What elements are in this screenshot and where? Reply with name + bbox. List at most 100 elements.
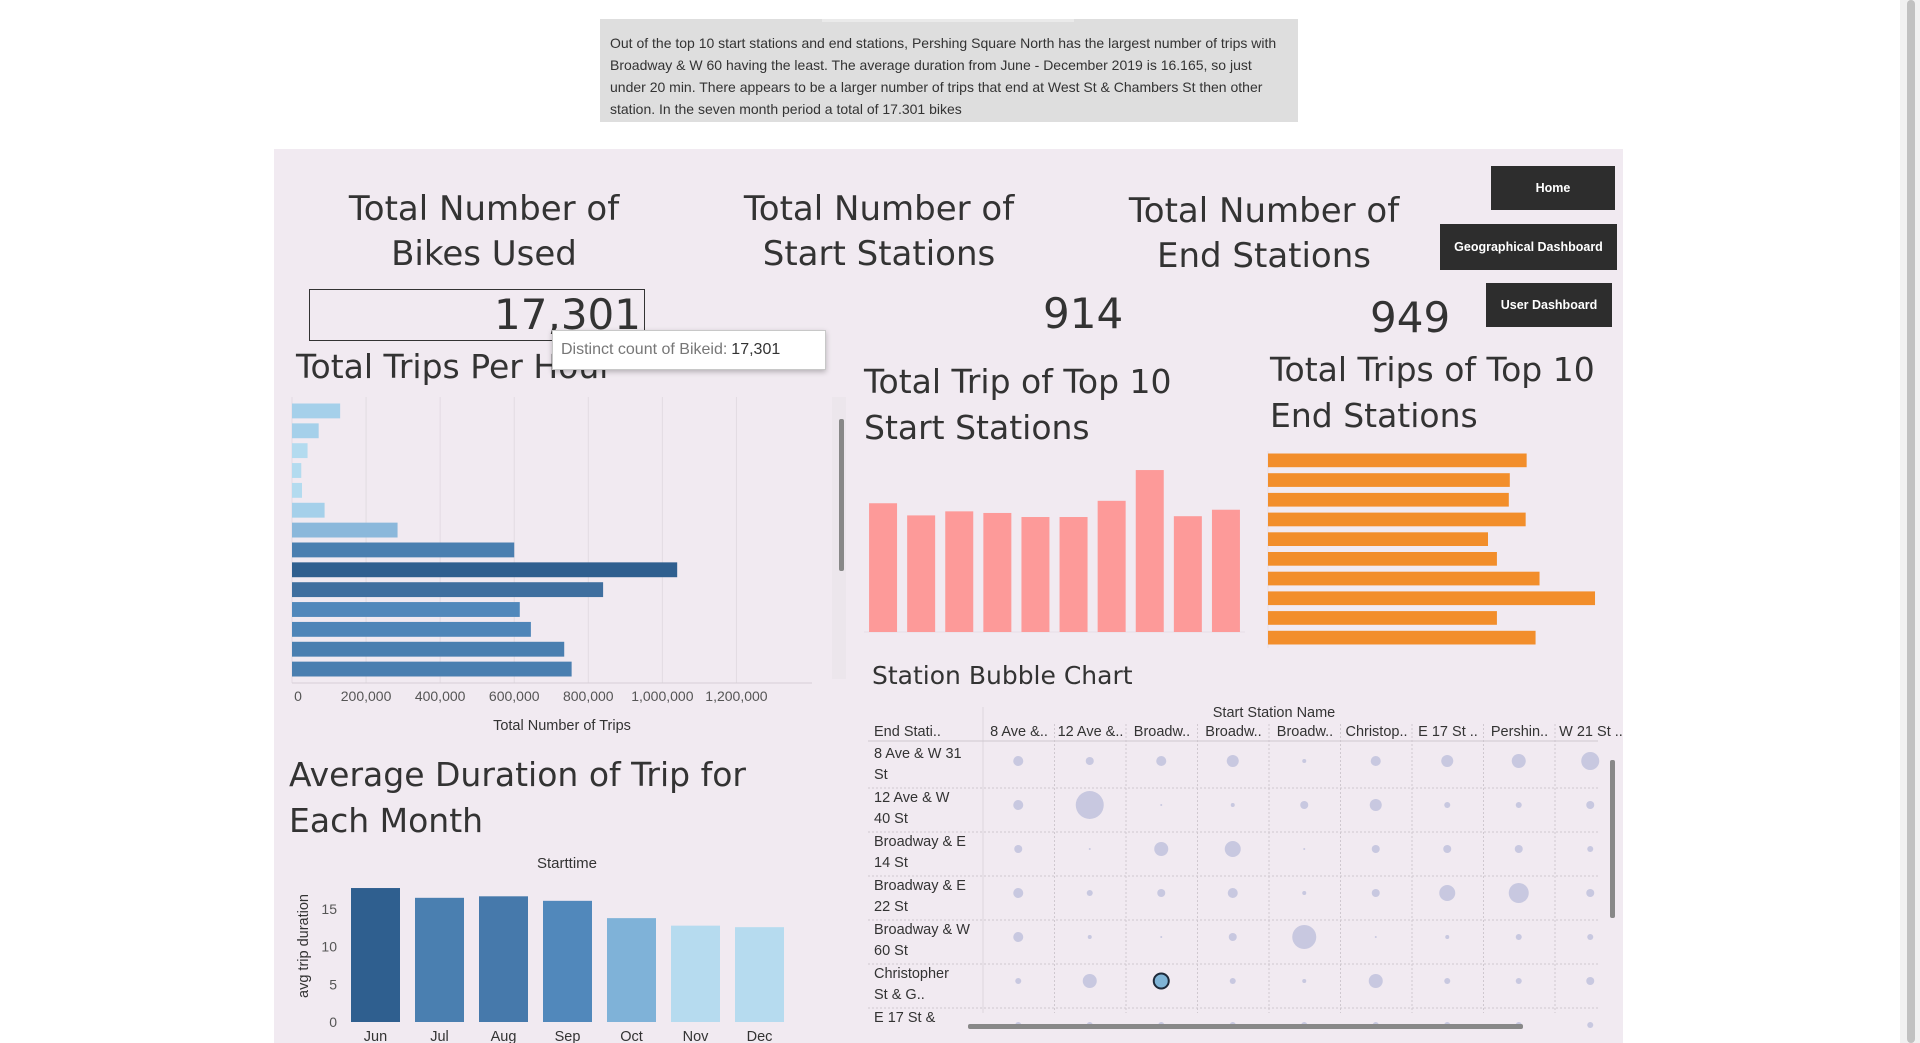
bubble-mark[interactable]: [1586, 977, 1595, 985]
hour-bar[interactable]: [292, 562, 678, 578]
bubble-mark[interactable]: [1230, 803, 1235, 807]
geographical-dashboard-button[interactable]: Geographical Dashboard: [1440, 224, 1617, 270]
hour-bar[interactable]: [292, 423, 319, 439]
start10-bar[interactable]: [907, 515, 936, 632]
bubble-hscroll-thumb[interactable]: [968, 1024, 1523, 1029]
bubble-mark[interactable]: [1515, 802, 1522, 808]
duration-bar[interactable]: [479, 896, 528, 1022]
bubble-mark[interactable]: [1226, 755, 1239, 767]
bubble-mark[interactable]: [1586, 889, 1595, 897]
bubble-mark[interactable]: [1515, 934, 1522, 940]
bubble-mark[interactable]: [1014, 845, 1023, 853]
hour-bar[interactable]: [292, 602, 520, 617]
bubble-mark[interactable]: [1581, 752, 1600, 770]
bubble-mark[interactable]: [1086, 890, 1093, 896]
start10-bar[interactable]: [869, 503, 898, 632]
bubble-mark[interactable]: [1371, 889, 1380, 897]
bubble-mark[interactable]: [1587, 934, 1594, 940]
bubble-mark[interactable]: [1302, 979, 1307, 983]
bubble-mark[interactable]: [1444, 978, 1451, 984]
duration-bar[interactable]: [351, 888, 400, 1022]
bubble-mark[interactable]: [1227, 888, 1238, 898]
bubble-mark[interactable]: [1441, 755, 1454, 767]
bubble-mark[interactable]: [1369, 799, 1382, 811]
end10-bar[interactable]: [1268, 591, 1596, 606]
page-scrollbar-thumb[interactable]: [1907, 0, 1915, 1043]
duration-bar[interactable]: [607, 918, 656, 1022]
end10-bar[interactable]: [1268, 611, 1497, 625]
bubble-mark[interactable]: [1085, 757, 1094, 765]
start10-bar[interactable]: [1173, 516, 1202, 632]
hour-bar[interactable]: [292, 621, 531, 637]
start10-bar[interactable]: [945, 511, 974, 632]
hour-chart[interactable]: 0 200,000 400,000 600,000 800,000 1,000,000 1,…: [274, 149, 1623, 1043]
bubble-mark[interactable]: [1587, 846, 1594, 852]
end10-bar[interactable]: [1268, 532, 1488, 546]
end10-bar[interactable]: [1268, 492, 1509, 507]
hour-bar[interactable]: [292, 542, 515, 558]
start10-bar[interactable]: [1135, 470, 1164, 632]
end10-bar[interactable]: [1268, 473, 1510, 487]
bubble-mark[interactable]: [1160, 936, 1163, 938]
bubble-vscroll-thumb[interactable]: [1610, 760, 1615, 918]
hour-bar[interactable]: [292, 582, 604, 598]
start10-bar[interactable]: [1021, 517, 1050, 632]
bubble-mark[interactable]: [1013, 756, 1024, 766]
hour-bar[interactable]: [292, 502, 325, 518]
bubble-mark[interactable]: [1300, 801, 1309, 809]
end10-bar[interactable]: [1268, 630, 1536, 645]
bubble-mark[interactable]: [1586, 801, 1595, 809]
bubble-mark[interactable]: [1439, 885, 1456, 901]
duration-bar[interactable]: [543, 900, 592, 1022]
bubble-mark[interactable]: [1157, 889, 1166, 897]
end10-bar[interactable]: [1268, 512, 1526, 527]
bubble-mark[interactable]: [1444, 802, 1451, 808]
start10-bar[interactable]: [1059, 517, 1088, 632]
bubble-mark[interactable]: [1371, 845, 1380, 853]
hour-bar[interactable]: [292, 641, 565, 657]
bubble-mark[interactable]: [1160, 804, 1163, 806]
bubble-mark[interactable]: [1303, 848, 1306, 850]
start10-bar[interactable]: [983, 512, 1012, 632]
duration-bar[interactable]: [671, 925, 720, 1022]
bubble-mark[interactable]: [1154, 842, 1169, 856]
hour-bar[interactable]: [292, 443, 308, 459]
start10-bar[interactable]: [1097, 500, 1126, 632]
bubble-mark[interactable]: [1013, 888, 1024, 898]
bubble-mark[interactable]: [1082, 974, 1097, 988]
bubble-mark[interactable]: [1229, 978, 1236, 984]
bubble-mark[interactable]: [1224, 841, 1241, 857]
bubble-mark[interactable]: [1302, 759, 1307, 763]
bubble-mark[interactable]: [1508, 883, 1529, 903]
duration-bar[interactable]: [415, 897, 464, 1022]
bubble-selected-mark[interactable]: [1152, 972, 1170, 990]
duration-bar[interactable]: [735, 927, 784, 1022]
page-scrollbar[interactable]: [1900, 0, 1920, 1043]
end10-bar[interactable]: [1268, 571, 1540, 586]
bubble-mark[interactable]: [1368, 974, 1383, 988]
hour-bar[interactable]: [292, 403, 341, 419]
kpi-bikes-box[interactable]: 17,301: [309, 289, 645, 341]
bubble-mark[interactable]: [1515, 978, 1522, 984]
end10-bar[interactable]: [1268, 552, 1497, 566]
hour-bar[interactable]: [292, 661, 572, 677]
hour-bar[interactable]: [292, 482, 302, 498]
bubble-mark[interactable]: [1511, 754, 1526, 768]
bubble-mark[interactable]: [1075, 791, 1104, 819]
bubble-mark[interactable]: [1302, 891, 1307, 895]
bubble-mark[interactable]: [1370, 756, 1381, 766]
bubble-mark[interactable]: [1013, 800, 1024, 810]
bubble-mark[interactable]: [1443, 845, 1452, 853]
hour-scrollbar-thumb[interactable]: [839, 419, 844, 571]
bubble-mark[interactable]: [1587, 1022, 1594, 1028]
home-button[interactable]: Home: [1491, 166, 1615, 210]
bubble-mark[interactable]: [1013, 932, 1024, 942]
start10-bar[interactable]: [1211, 509, 1240, 632]
bubble-mark[interactable]: [1374, 936, 1377, 938]
bubble-mark[interactable]: [1445, 935, 1450, 939]
end10-bar[interactable]: [1268, 453, 1527, 468]
bubble-mark[interactable]: [1156, 756, 1167, 766]
bubble-mark[interactable]: [1015, 978, 1022, 984]
bubble-mark[interactable]: [1292, 925, 1317, 949]
user-dashboard-button[interactable]: User Dashboard: [1486, 283, 1612, 327]
